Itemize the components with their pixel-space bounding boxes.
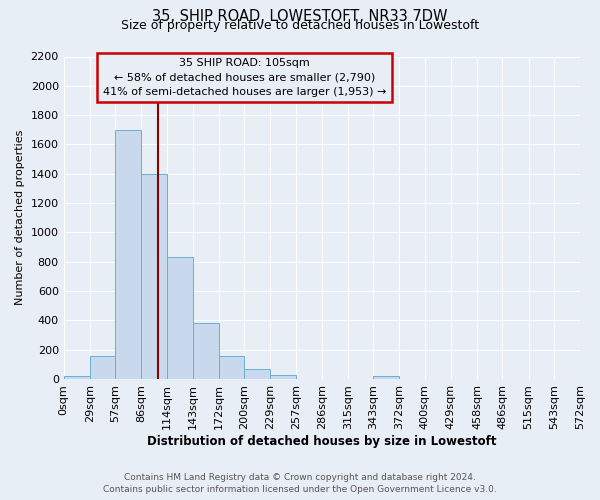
Text: 35 SHIP ROAD: 105sqm
← 58% of detached houses are smaller (2,790)
41% of semi-de: 35 SHIP ROAD: 105sqm ← 58% of detached h… — [103, 58, 386, 97]
Text: Size of property relative to detached houses in Lowestoft: Size of property relative to detached ho… — [121, 19, 479, 32]
Bar — [141, 174, 167, 379]
Text: Contains HM Land Registry data © Crown copyright and database right 2024.
Contai: Contains HM Land Registry data © Crown c… — [103, 472, 497, 494]
Bar — [167, 258, 193, 379]
Bar — [219, 356, 244, 379]
Y-axis label: Number of detached properties: Number of detached properties — [15, 130, 25, 306]
Bar — [271, 376, 296, 379]
Bar — [244, 370, 271, 379]
Bar — [115, 130, 141, 379]
Bar — [373, 376, 400, 379]
Bar — [64, 376, 90, 379]
X-axis label: Distribution of detached houses by size in Lowestoft: Distribution of detached houses by size … — [147, 434, 497, 448]
Bar — [90, 356, 115, 379]
Text: 35, SHIP ROAD, LOWESTOFT, NR33 7DW: 35, SHIP ROAD, LOWESTOFT, NR33 7DW — [152, 9, 448, 24]
Bar — [193, 324, 219, 379]
